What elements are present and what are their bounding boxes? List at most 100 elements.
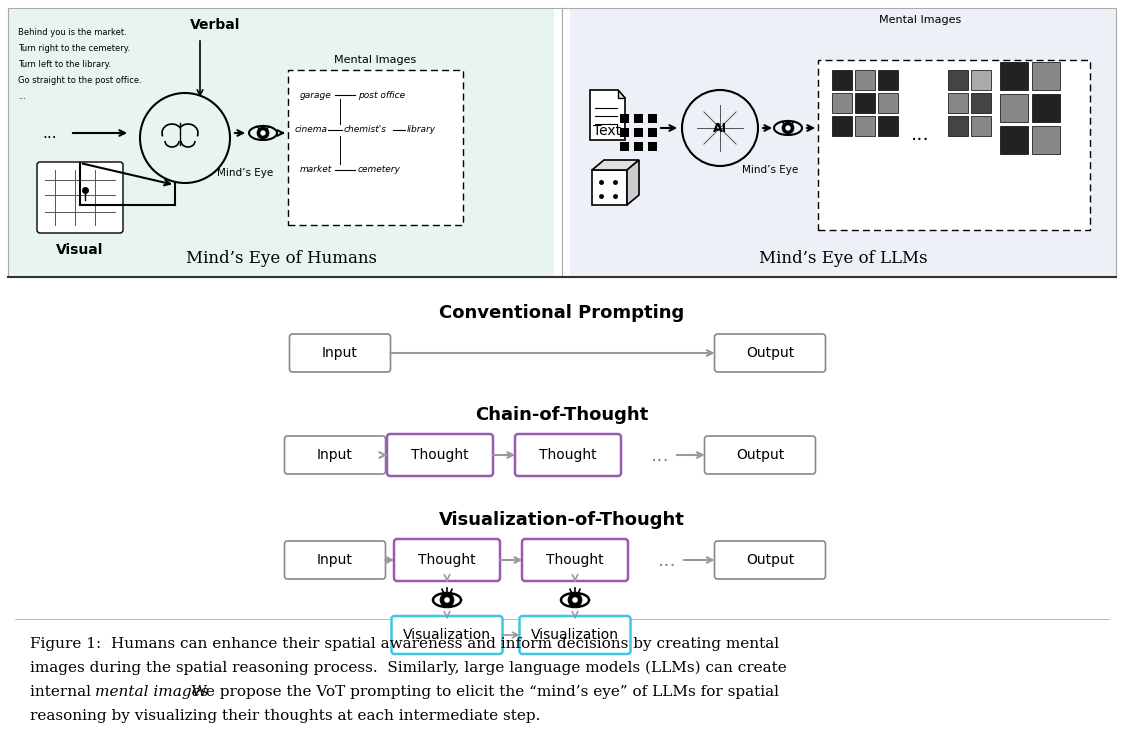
Circle shape [257,127,269,139]
Text: Thought: Thought [418,553,475,567]
Text: Thought: Thought [540,448,597,462]
FancyBboxPatch shape [570,8,1116,277]
FancyBboxPatch shape [8,8,554,277]
FancyBboxPatch shape [1032,126,1060,154]
Circle shape [786,126,790,131]
FancyBboxPatch shape [1000,126,1028,154]
Circle shape [444,597,450,603]
Text: market: market [300,165,333,174]
FancyBboxPatch shape [948,93,968,113]
FancyBboxPatch shape [705,436,816,474]
FancyBboxPatch shape [391,616,502,654]
FancyBboxPatch shape [634,142,643,151]
FancyBboxPatch shape [395,539,500,581]
FancyBboxPatch shape [715,334,825,372]
FancyBboxPatch shape [878,70,898,90]
FancyBboxPatch shape [37,162,123,233]
FancyBboxPatch shape [620,128,629,137]
Polygon shape [618,90,625,98]
Text: ...: ... [43,126,57,141]
FancyBboxPatch shape [855,70,874,90]
Text: Input: Input [323,346,357,360]
Text: Input: Input [317,553,353,567]
FancyBboxPatch shape [1000,62,1028,90]
Polygon shape [627,160,640,205]
Text: Go straight to the post office.: Go straight to the post office. [18,76,142,85]
Circle shape [572,597,578,603]
Text: Turn right to the cemetery.: Turn right to the cemetery. [18,44,130,53]
Text: ...: ... [651,445,670,465]
FancyBboxPatch shape [1032,62,1060,90]
Text: Visualization-of-Thought: Visualization-of-Thought [439,511,685,529]
Text: Mind’s Eye of LLMs: Mind’s Eye of LLMs [759,250,927,267]
Text: cemetery: cemetery [359,165,401,174]
FancyBboxPatch shape [948,70,968,90]
Text: Visual: Visual [56,243,103,257]
FancyBboxPatch shape [290,334,390,372]
Polygon shape [592,170,627,205]
Polygon shape [590,90,625,140]
Text: ...: ... [910,126,930,144]
Text: Mental Images: Mental Images [334,55,417,65]
Text: ...: ... [658,550,677,569]
FancyBboxPatch shape [1000,94,1028,122]
Text: Conventional Prompting: Conventional Prompting [439,304,685,322]
Text: reasoning by visualizing their thoughts at each intermediate step.: reasoning by visualizing their thoughts … [30,709,541,723]
Polygon shape [592,160,640,170]
Text: mental images: mental images [96,685,208,699]
Text: Behind you is the market.: Behind you is the market. [18,28,127,37]
Text: .  We propose the VoT prompting to elicit the “mind’s eye” of LLMs for spatial: . We propose the VoT prompting to elicit… [176,685,779,699]
FancyBboxPatch shape [832,93,852,113]
Text: Turn left to the library.: Turn left to the library. [18,60,111,69]
Text: Thought: Thought [546,553,604,567]
FancyBboxPatch shape [649,142,658,151]
Text: chemist's: chemist's [344,126,387,135]
FancyBboxPatch shape [971,116,991,136]
Text: ...: ... [18,92,26,101]
FancyBboxPatch shape [878,93,898,113]
FancyBboxPatch shape [519,616,631,654]
FancyBboxPatch shape [634,128,643,137]
Text: Thought: Thought [411,448,469,462]
Circle shape [261,130,265,135]
Text: post office: post office [359,90,405,99]
Text: Figure 1:  Humans can enhance their spatial awareness and inform decisions by cr: Figure 1: Humans can enhance their spati… [30,637,779,651]
Text: Visualization: Visualization [404,628,491,642]
Text: Mind’s Eye of Humans: Mind’s Eye of Humans [185,250,377,267]
FancyBboxPatch shape [971,93,991,113]
FancyBboxPatch shape [948,116,968,136]
Circle shape [439,593,454,607]
FancyBboxPatch shape [284,541,386,579]
FancyBboxPatch shape [634,114,643,123]
Text: internal: internal [30,685,96,699]
FancyBboxPatch shape [818,60,1090,230]
Text: Output: Output [746,346,795,360]
FancyBboxPatch shape [387,434,493,476]
Text: Mind’s Eye: Mind’s Eye [742,165,798,175]
Text: Output: Output [736,448,785,462]
Text: Verbal: Verbal [190,18,241,32]
FancyBboxPatch shape [715,541,825,579]
Circle shape [782,122,794,134]
Text: library: library [407,126,436,135]
Text: Output: Output [746,553,795,567]
FancyBboxPatch shape [1032,94,1060,122]
FancyBboxPatch shape [620,114,629,123]
Text: Mental Images: Mental Images [879,15,961,25]
FancyBboxPatch shape [855,116,874,136]
FancyBboxPatch shape [878,116,898,136]
FancyBboxPatch shape [649,128,658,137]
FancyBboxPatch shape [832,116,852,136]
Text: AI: AI [713,122,727,135]
FancyBboxPatch shape [284,436,386,474]
FancyBboxPatch shape [971,70,991,90]
FancyBboxPatch shape [832,70,852,90]
Text: Chain-of-Thought: Chain-of-Thought [475,406,649,424]
FancyBboxPatch shape [855,93,874,113]
FancyBboxPatch shape [288,70,463,225]
FancyBboxPatch shape [649,114,658,123]
FancyBboxPatch shape [515,434,620,476]
FancyBboxPatch shape [620,142,629,151]
FancyBboxPatch shape [522,539,628,581]
Text: garage: garage [300,90,332,99]
